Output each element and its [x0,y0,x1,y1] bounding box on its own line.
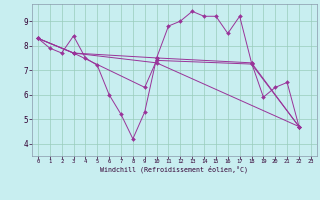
X-axis label: Windchill (Refroidissement éolien,°C): Windchill (Refroidissement éolien,°C) [100,166,248,173]
